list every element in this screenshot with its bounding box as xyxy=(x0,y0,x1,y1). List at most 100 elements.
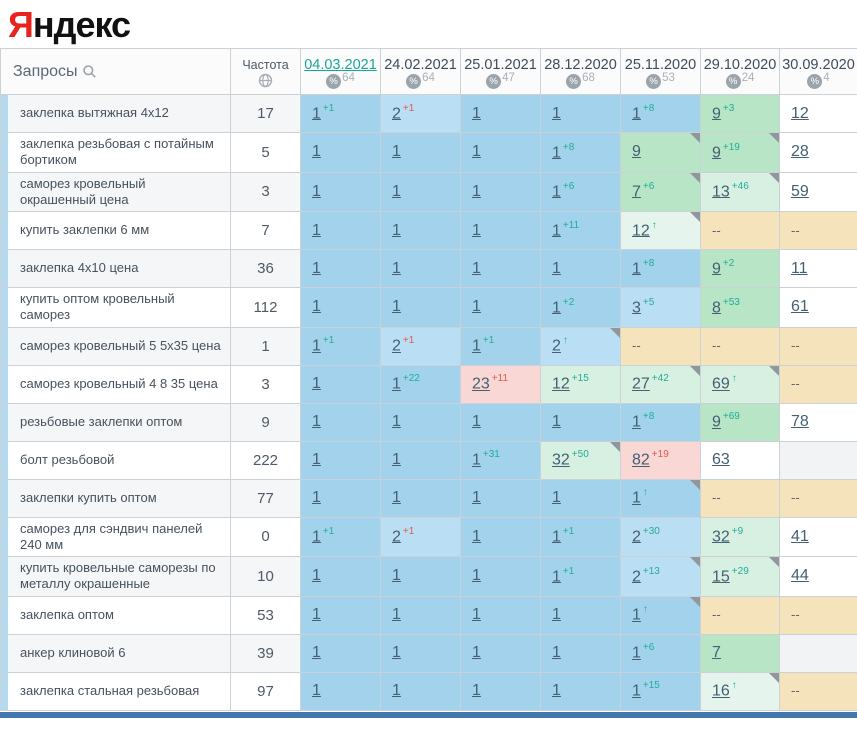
position-value[interactable]: 1 xyxy=(392,298,401,316)
position-value[interactable]: 1 xyxy=(312,375,321,392)
query-text[interactable]: заклепка резьбовая с потайным бортиком xyxy=(20,136,214,168)
position-value[interactable]: 2 xyxy=(552,337,561,355)
position-value[interactable]: 1 xyxy=(472,644,481,661)
position-value[interactable]: 1 xyxy=(312,337,321,355)
position-value[interactable]: 1 xyxy=(392,413,401,430)
position-value[interactable]: 1 xyxy=(472,451,481,469)
position-value[interactable]: 1 xyxy=(472,337,481,355)
position-value[interactable]: 1 xyxy=(552,682,561,699)
position-value[interactable]: 1 xyxy=(312,489,321,506)
date-column-header[interactable]: 25.01.2021% 47 xyxy=(460,48,541,95)
position-value[interactable]: 78 xyxy=(791,413,809,430)
position-value[interactable]: 1 xyxy=(472,143,481,161)
position-value[interactable]: 1 xyxy=(552,259,561,277)
position-value[interactable]: 1 xyxy=(472,567,481,585)
position-value[interactable]: 1 xyxy=(632,260,641,278)
position-value[interactable]: 1 xyxy=(392,489,401,506)
position-value[interactable]: 32 xyxy=(552,451,570,469)
query-text[interactable]: саморез для сэндвич панелей 240 мм xyxy=(20,520,203,552)
position-value[interactable]: 1 xyxy=(472,606,481,623)
date-label[interactable]: 28.12.2020 xyxy=(544,56,617,73)
position-value[interactable]: 1 xyxy=(472,413,481,430)
position-value[interactable]: 1 xyxy=(312,105,321,123)
position-value[interactable]: 1 xyxy=(392,606,401,623)
date-label[interactable]: 24.02.2021 xyxy=(384,56,457,73)
position-value[interactable]: 1 xyxy=(312,682,321,699)
position-value[interactable]: 1 xyxy=(312,528,321,546)
position-value[interactable]: 1 xyxy=(632,105,641,123)
position-value[interactable]: 1 xyxy=(312,413,321,430)
position-value[interactable]: 1 xyxy=(392,259,401,277)
position-value[interactable]: 1 xyxy=(552,222,561,240)
query-text[interactable]: анкер клиновой 6 xyxy=(20,644,126,660)
position-value[interactable]: 1 xyxy=(552,606,561,623)
date-label[interactable]: 25.11.2020 xyxy=(624,56,697,73)
position-value[interactable]: 1 xyxy=(392,451,401,468)
position-value[interactable]: 9 xyxy=(712,105,721,123)
position-value[interactable]: 9 xyxy=(632,143,641,161)
position-value[interactable]: 12 xyxy=(791,104,809,122)
position-value[interactable]: 1 xyxy=(312,567,321,585)
date-column-header[interactable]: 24.02.2021% 64 xyxy=(380,48,461,95)
position-value[interactable]: 1 xyxy=(392,143,401,161)
query-text[interactable]: саморез кровельный 5 5x35 цена xyxy=(20,337,221,353)
position-value[interactable]: 9 xyxy=(712,143,721,161)
query-text[interactable]: заклепки купить оптом xyxy=(20,489,157,505)
date-label[interactable]: 29.10.2020 xyxy=(703,56,777,73)
position-value[interactable]: 1 xyxy=(312,182,321,200)
position-value[interactable]: 7 xyxy=(712,644,721,661)
date-column-header[interactable]: 28.12.2020% 68 xyxy=(540,48,621,95)
position-value[interactable]: 3 xyxy=(632,298,641,316)
position-value[interactable]: 69 xyxy=(712,375,730,393)
position-value[interactable]: 1 xyxy=(472,259,481,277)
position-value[interactable]: 13 xyxy=(712,183,730,201)
position-value[interactable]: 1 xyxy=(392,644,401,661)
position-value[interactable]: 41 xyxy=(791,527,809,545)
position-value[interactable]: 63 xyxy=(712,451,730,468)
position-value[interactable]: 15 xyxy=(712,567,730,585)
position-value[interactable]: 1 xyxy=(552,528,561,546)
position-value[interactable]: 1 xyxy=(632,606,641,624)
query-text[interactable]: купить оптом кровельный саморез xyxy=(20,291,175,323)
query-text[interactable]: купить заклепки 6 мм xyxy=(20,222,150,238)
date-label[interactable]: 30.09.2020 xyxy=(782,56,855,73)
position-value[interactable]: 2 xyxy=(392,528,401,546)
position-value[interactable]: 1 xyxy=(472,489,481,506)
position-value[interactable]: 11 xyxy=(791,259,808,277)
position-value[interactable]: 16 xyxy=(712,682,730,700)
position-value[interactable]: 1 xyxy=(312,644,321,661)
date-column-header[interactable]: 04.03.2021% 64 xyxy=(300,48,381,95)
position-value[interactable]: 1 xyxy=(632,644,641,662)
position-value[interactable]: 7 xyxy=(632,183,641,201)
position-value[interactable]: 1 xyxy=(392,182,401,200)
position-value[interactable]: 1 xyxy=(552,298,561,316)
position-value[interactable]: 28 xyxy=(791,143,809,161)
position-value[interactable]: 12 xyxy=(552,375,570,393)
position-value[interactable]: 1 xyxy=(632,682,641,700)
next-row-scroll-bar[interactable] xyxy=(0,711,857,718)
position-value[interactable]: 1 xyxy=(552,644,561,661)
position-value[interactable]: 82 xyxy=(632,451,650,469)
position-value[interactable]: 1 xyxy=(632,489,641,507)
position-value[interactable]: 1 xyxy=(472,182,481,200)
search-icon[interactable] xyxy=(82,64,97,79)
position-value[interactable]: 1 xyxy=(312,259,321,277)
position-value[interactable]: 1 xyxy=(552,104,561,122)
query-text[interactable]: заклепка оптом xyxy=(20,606,114,622)
query-text[interactable]: болт резьбовой xyxy=(20,451,115,467)
date-column-header[interactable]: 30.09.2020% 4 xyxy=(779,48,857,95)
position-value[interactable]: 2 xyxy=(392,105,401,123)
position-value[interactable]: 2 xyxy=(632,528,641,546)
date-label[interactable]: 25.01.2021 xyxy=(464,56,537,73)
position-value[interactable]: 1 xyxy=(392,682,401,699)
position-value[interactable]: 8 xyxy=(712,298,721,316)
position-value[interactable]: 27 xyxy=(632,375,650,393)
position-value[interactable]: 2 xyxy=(392,337,401,355)
position-value[interactable]: 1 xyxy=(552,489,561,506)
query-text[interactable]: купить кровельные саморезы по металлу ок… xyxy=(20,560,216,592)
position-value[interactable]: 1 xyxy=(552,413,561,430)
position-value[interactable]: 2 xyxy=(632,567,641,585)
position-value[interactable]: 32 xyxy=(712,528,730,546)
position-value[interactable]: 1 xyxy=(552,183,561,201)
position-value[interactable]: 1 xyxy=(392,221,401,239)
